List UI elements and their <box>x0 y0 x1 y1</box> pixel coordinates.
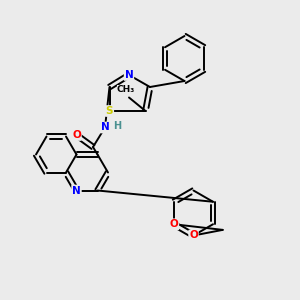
Text: N: N <box>72 185 81 196</box>
Text: S: S <box>106 106 113 116</box>
Text: H: H <box>113 121 122 131</box>
Text: O: O <box>72 130 81 140</box>
Text: N: N <box>124 70 134 80</box>
Text: N: N <box>100 122 109 133</box>
Text: O: O <box>169 219 178 229</box>
Text: CH₃: CH₃ <box>117 85 135 94</box>
Text: O: O <box>189 230 198 241</box>
